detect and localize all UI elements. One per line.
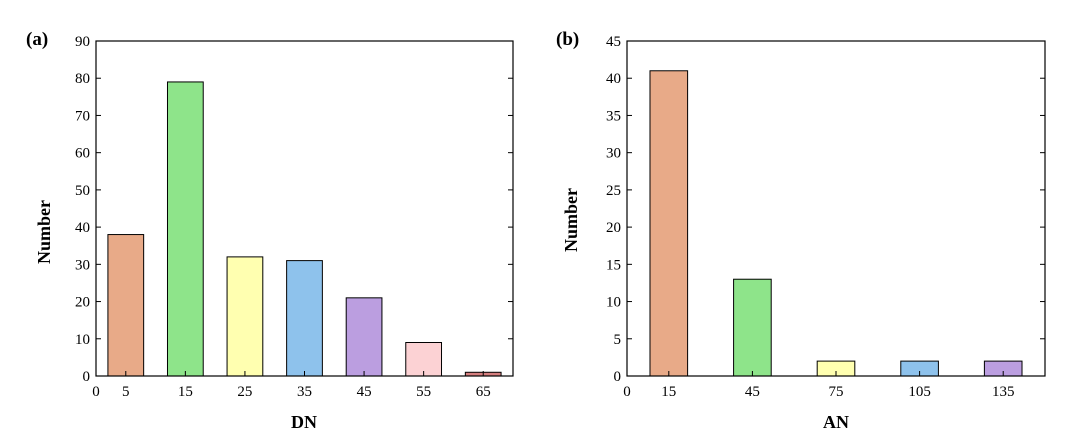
x-axis-label-b: AN	[823, 412, 849, 432]
bar-a-15	[166, 81, 204, 377]
panel-label-b: (b)	[556, 29, 579, 50]
y-tick-label-a: 40	[75, 220, 90, 236]
plot-area-a: 0 10 20 30 40 50 60 70 80 90 0 5 15 25 35 45 55 65	[75, 34, 514, 400]
x-tick-label-a: 65	[476, 384, 491, 400]
y-tick-label-b: 20	[606, 220, 621, 236]
y-tick-label-a: 10	[75, 332, 90, 348]
y-tick-label-a: 80	[75, 71, 90, 87]
bar-a-45	[345, 297, 383, 377]
plot-frame-b	[626, 40, 1046, 377]
y-tick-label-a: 20	[75, 295, 90, 311]
x-tick-label-b: 45	[745, 384, 760, 400]
y-tick-label-a: 0	[83, 369, 91, 385]
x-tick-label-a: 35	[297, 384, 312, 400]
y-tick-label-a: 50	[75, 183, 90, 199]
y-tick-label-b: 35	[606, 108, 621, 124]
plot-area-b: 0 5 10 15 20 25 30 35 40 45 0 15 45 75 105 135	[606, 34, 1046, 400]
x-tick-label-a: 25	[237, 384, 252, 400]
y-tick-label-a: 90	[75, 34, 90, 50]
y-tick-label-b: 10	[606, 295, 621, 311]
y-tick-label-a: 30	[75, 257, 90, 273]
y-tick-label-b: 45	[606, 34, 621, 50]
x-tick-label-b: 105	[908, 384, 931, 400]
y-tick-label-b: 0	[614, 369, 622, 385]
x-tick-label-a: 55	[416, 384, 431, 400]
y-tick-label-b: 15	[606, 257, 621, 273]
x-tick-label-b: 0	[623, 384, 631, 400]
y-axis-label-a: Number	[34, 200, 54, 264]
y-tick-label-b: 5	[614, 332, 622, 348]
x-tick-label-b: 75	[829, 384, 844, 400]
plot-frame-a	[95, 40, 514, 377]
bar-a-55	[405, 342, 443, 377]
y-tick-label-b: 30	[606, 146, 621, 162]
x-tick-label-b: 135	[992, 384, 1015, 400]
y-tick-label-b: 40	[606, 71, 621, 87]
x-tick-label-b: 15	[661, 384, 676, 400]
y-tick-label-b: 25	[606, 183, 621, 199]
panel-label-a: (a)	[26, 29, 48, 50]
bar-a-5	[107, 234, 145, 377]
y-tick-label-a: 70	[75, 108, 90, 124]
x-tick-label-a: 0	[92, 384, 100, 400]
y-axis-label-b: Number	[561, 188, 581, 252]
x-tick-label-a: 45	[357, 384, 372, 400]
bar-b-45	[733, 278, 772, 377]
bar-a-25	[226, 256, 264, 377]
x-tick-label-a: 15	[178, 384, 193, 400]
chart-panel-a: (a) Number DN 0 10 20 30 40 50 60 70 80 90 0 5 15 25 3…	[26, 29, 514, 432]
bar-b-15	[649, 70, 689, 377]
bar-a-35	[286, 260, 323, 377]
y-tick-label-a: 60	[75, 146, 90, 162]
x-axis-label-a: DN	[291, 412, 317, 432]
x-tick-label-a: 5	[122, 384, 130, 400]
chart-panel-b: (b) Number AN 0 5 10 15 20 25 30 35 40 45 0 15 45 75 1…	[556, 29, 1046, 432]
